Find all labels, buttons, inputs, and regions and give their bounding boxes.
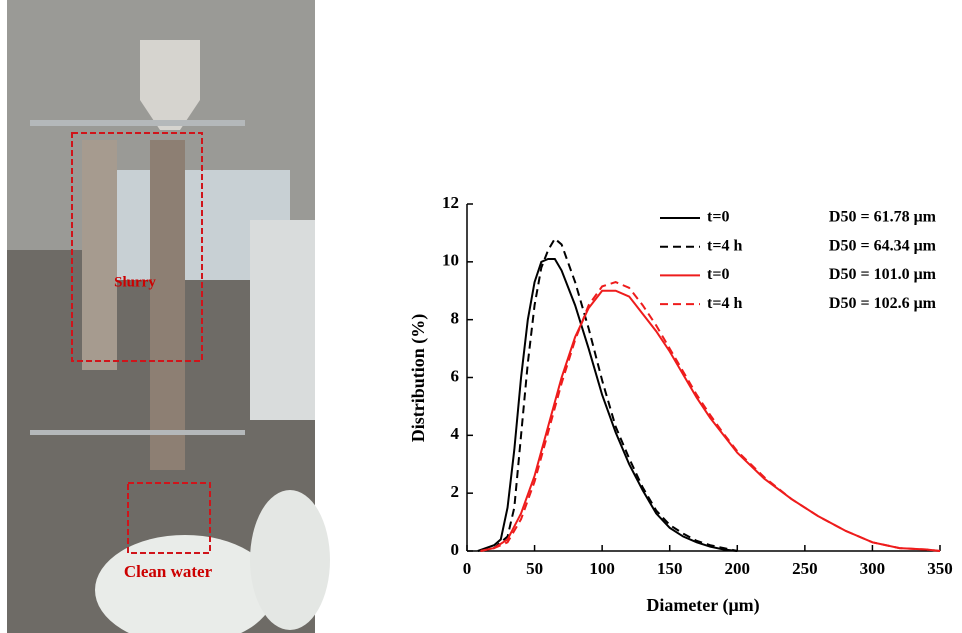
legend-d50: D50 = 64.34 μm	[829, 237, 937, 254]
photo-label: Slurry	[114, 274, 156, 290]
x-tick-label: 250	[792, 559, 818, 578]
y-tick-label: 6	[451, 366, 460, 385]
y-tick-label: 2	[451, 482, 460, 501]
y-axis-label: Distribution (%)	[408, 314, 429, 443]
y-tick-label: 8	[451, 309, 460, 328]
legend-label: t=0	[707, 266, 729, 283]
y-tick-label: 0	[451, 540, 460, 559]
photo-label: Clean water	[124, 562, 213, 581]
series-line	[480, 281, 941, 552]
series-line	[477, 257, 738, 552]
legend-label: t=4 h	[707, 295, 742, 312]
legend-label: t=0	[707, 209, 729, 226]
photo: Slurry Clean water	[7, 0, 330, 633]
series-line	[480, 289, 941, 552]
legend-label: t=4 h	[707, 237, 742, 254]
y-tick-label: 4	[451, 424, 460, 443]
series-line	[480, 237, 738, 552]
x-tick-label: 350	[927, 559, 953, 578]
y-tick-label: 10	[442, 251, 459, 270]
legend-d50: D50 = 101.0 μm	[829, 266, 937, 283]
legend-d50: D50 = 102.6 μm	[829, 295, 937, 312]
x-tick-label: 100	[589, 559, 615, 578]
x-tick-label: 200	[725, 559, 751, 578]
x-tick-label: 150	[657, 559, 683, 578]
x-tick-label: 0	[463, 559, 472, 578]
x-tick-label: 300	[860, 559, 886, 578]
x-tick-label: 50	[526, 559, 543, 578]
legend-d50: D50 = 61.78 μm	[829, 209, 937, 226]
x-axis-label: Diameter (μm)	[646, 595, 759, 616]
y-tick-label: 12	[442, 193, 459, 212]
